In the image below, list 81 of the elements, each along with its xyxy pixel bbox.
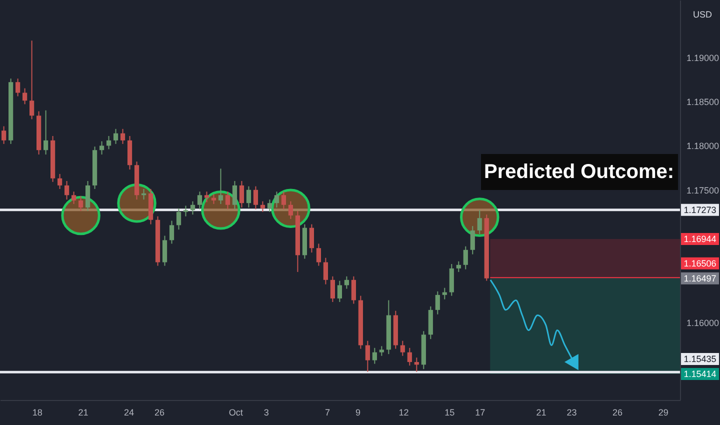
candlestick [442, 287, 447, 300]
ref-line-label: 1.16506 [684, 258, 716, 268]
candlestick [120, 128, 126, 144]
candlestick [2, 126, 6, 144]
candlestick [239, 180, 244, 208]
candlestick [435, 290, 440, 315]
band-label: 1.16944 [684, 234, 716, 244]
candlestick [183, 205, 188, 217]
x-tick-label: 23 [566, 408, 577, 418]
candlestick [253, 186, 258, 210]
candlestick [456, 260, 461, 272]
candlestick [218, 168, 224, 204]
candlestick [407, 347, 412, 366]
candlestick [169, 220, 174, 244]
candlestick [43, 110, 48, 156]
y-tick-label: 1.16000 [686, 318, 720, 328]
candlestick [57, 173, 62, 190]
candlestick [85, 180, 90, 212]
candlestick [22, 88, 28, 105]
candlestick [162, 235, 168, 266]
candlestick [379, 346, 384, 356]
y-tick-label: 1.19000 [686, 52, 720, 63]
candlestick [351, 276, 356, 304]
candlestick [232, 180, 238, 210]
candlestick [463, 246, 468, 270]
candlestick [337, 280, 342, 302]
candlestick [176, 208, 182, 230]
text: 1.16497 [684, 273, 716, 284]
x-tick-label: Oct [228, 408, 244, 418]
candlestick [414, 357, 419, 372]
x-tick-label: 9 [355, 408, 360, 418]
band-label: 1.15414 [684, 369, 716, 380]
candlestick [344, 276, 349, 290]
ref-line-label: 1.15435 [684, 354, 716, 364]
candlestick [29, 40, 34, 120]
candlestick [400, 340, 405, 356]
candlestick [260, 200, 266, 212]
x-tick-label: 21 [536, 408, 546, 418]
candlestick [106, 135, 112, 150]
candlestick [267, 199, 272, 212]
y-tick-label: 1.17500 [686, 185, 720, 196]
candlestick [323, 257, 328, 285]
candlestick [64, 180, 70, 200]
x-tick-label: 3 [264, 408, 269, 418]
candlestick [365, 340, 370, 372]
ref-line-label: 1.17273 [684, 204, 716, 215]
candlestick [225, 191, 230, 210]
candlestick [113, 128, 118, 144]
annotation: Predicted Outcome: [484, 161, 674, 183]
candlestick [197, 191, 202, 210]
candlestick [330, 276, 335, 302]
candlestick [211, 194, 216, 204]
candlestick [78, 196, 84, 212]
x-tick-label: 7 [324, 408, 330, 418]
candlestick [190, 200, 196, 216]
candlestick [449, 264, 454, 296]
candlestick [372, 347, 377, 364]
x-tick-label: 29 [658, 408, 668, 418]
candlestick [309, 224, 314, 254]
x-tick-label: 12 [398, 408, 409, 418]
candlestick [99, 140, 104, 156]
candlestick [246, 186, 252, 208]
candlestick [477, 210, 482, 234]
y-tick-label: 1.18500 [686, 97, 720, 108]
x-tick-label: 26 [612, 408, 623, 418]
x-tick-label: 24 [124, 408, 134, 418]
candlestick [470, 226, 475, 255]
candlestick [71, 191, 76, 204]
x-tick-label: 15 [444, 408, 455, 418]
y-axis-title: USD [692, 10, 712, 20]
x-tick-label: 26 [154, 408, 165, 418]
x-tick-label: 17 [475, 408, 486, 418]
x-tick-label: 21 [78, 408, 88, 418]
candlestick [281, 191, 286, 210]
candlestick [204, 191, 210, 203]
candlestick [288, 200, 294, 220]
x-tick-label: 18 [32, 408, 42, 418]
candlestick [274, 191, 280, 208]
candlestick [316, 243, 321, 266]
y-tick-label: 1.18000 [686, 141, 720, 152]
candlestick [16, 78, 20, 97]
